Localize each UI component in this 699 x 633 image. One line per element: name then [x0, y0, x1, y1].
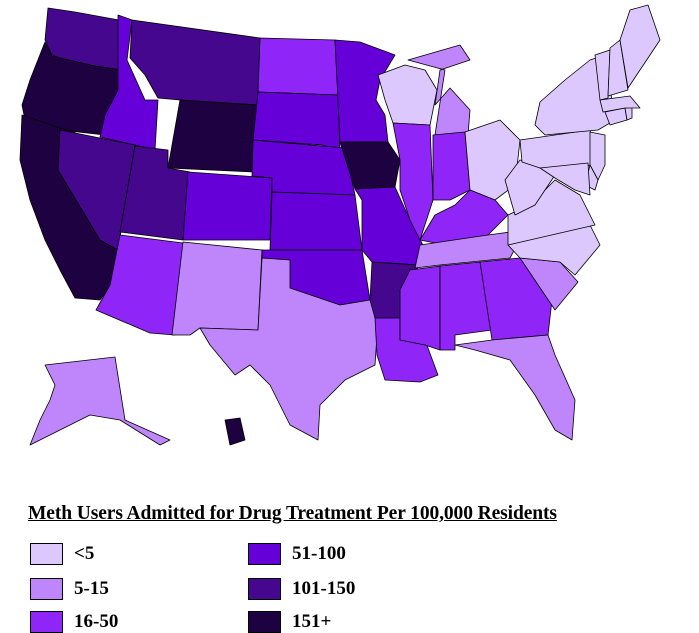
state-ma — [599, 95, 641, 113]
legend-label: 16-50 — [74, 611, 119, 632]
legend-label: 151+ — [292, 611, 332, 632]
state-hi — [224, 417, 246, 446]
state-il — [392, 122, 434, 241]
state-ks — [269, 191, 363, 251]
legend-label: <5 — [74, 543, 95, 564]
legend-swatch — [248, 543, 281, 565]
legend-item-51-100: 51-100 — [248, 543, 346, 565]
state-me — [619, 4, 661, 89]
state-tx — [199, 257, 379, 441]
state-ms — [399, 265, 441, 351]
state-nh — [607, 39, 629, 97]
state-ia — [339, 141, 401, 190]
state-wy — [167, 99, 259, 173]
legend-label: 51-100 — [292, 543, 346, 564]
state-mt — [129, 19, 261, 106]
state-nm — [171, 241, 263, 336]
legend-item-101-150: 101-150 — [248, 578, 355, 600]
legend-item-5-15: 5-15 — [30, 578, 109, 600]
state-md — [539, 162, 591, 196]
state-co — [182, 171, 273, 241]
legend-label: 101-150 — [292, 578, 356, 599]
legend-swatch — [248, 578, 281, 600]
legend-item-lt5: <5 — [30, 543, 94, 565]
legend-swatch — [30, 578, 63, 600]
legend-swatch — [30, 543, 63, 565]
state-wi — [377, 64, 438, 126]
legend-label: 5-15 — [74, 578, 109, 599]
state-ak — [29, 356, 171, 446]
state-mi — [407, 44, 471, 136]
state-nj — [589, 131, 606, 181]
us-choropleth-map — [19, 4, 661, 446]
state-fl — [454, 334, 576, 441]
state-in — [432, 131, 471, 201]
state-vt — [594, 49, 611, 101]
legend-title: Meth Users Admitted for Drug Treatment P… — [28, 503, 557, 524]
state-nd — [257, 37, 339, 96]
state-pa — [519, 129, 599, 169]
state-ca — [19, 114, 121, 301]
